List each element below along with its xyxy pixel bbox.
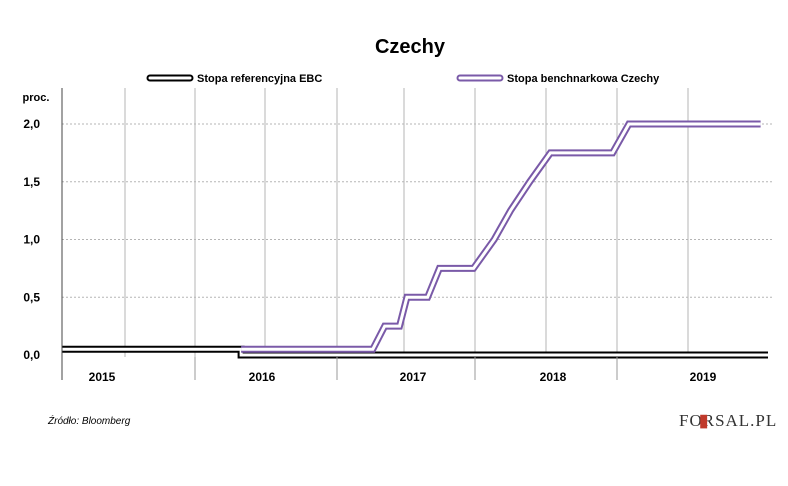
chart-title: Czechy <box>375 36 446 58</box>
y-tick-label: 0,0 <box>23 348 40 362</box>
y-tick-label: 1,5 <box>23 175 40 189</box>
legend-label-czechy: Stopa benchnarkowa Czechy <box>507 73 660 85</box>
grid <box>62 88 772 357</box>
forsal-logo: FORSAL.PL ▮ <box>679 411 777 430</box>
x-tick-label: 2016 <box>249 370 276 384</box>
axes: 0,0 0,5 1,0 1,5 2,0 2015 2016 2017 2018 2019 <box>23 88 717 384</box>
series-line-core <box>241 122 761 351</box>
y-unit-label: proc. <box>23 92 50 104</box>
x-tick-label: 2018 <box>540 370 567 384</box>
y-tick-label: 2,0 <box>23 117 40 131</box>
legend-item-czechy: Stopa benchnarkowa Czechy <box>456 73 660 85</box>
x-tick-label: 2019 <box>690 370 717 384</box>
series-line-czechy <box>241 120 761 353</box>
legend-item-ebc: Stopa referencyjna EBC <box>146 73 322 85</box>
x-tick-label: 2017 <box>400 370 427 384</box>
source-note: Źródło: Bloomberg <box>47 414 131 427</box>
logo-mark-icon: ▮ <box>699 411 708 430</box>
brand-text: FORSAL.PL <box>679 411 777 430</box>
legend-label-ebc: Stopa referencyjna EBC <box>197 73 322 85</box>
y-tick-label: 1,0 <box>23 233 40 247</box>
legend: Stopa referencyjna EBC Stopa benchnarkow… <box>146 73 660 85</box>
series <box>62 120 768 359</box>
x-tick-label: 2015 <box>89 370 116 384</box>
y-tick-label: 0,5 <box>23 290 40 304</box>
